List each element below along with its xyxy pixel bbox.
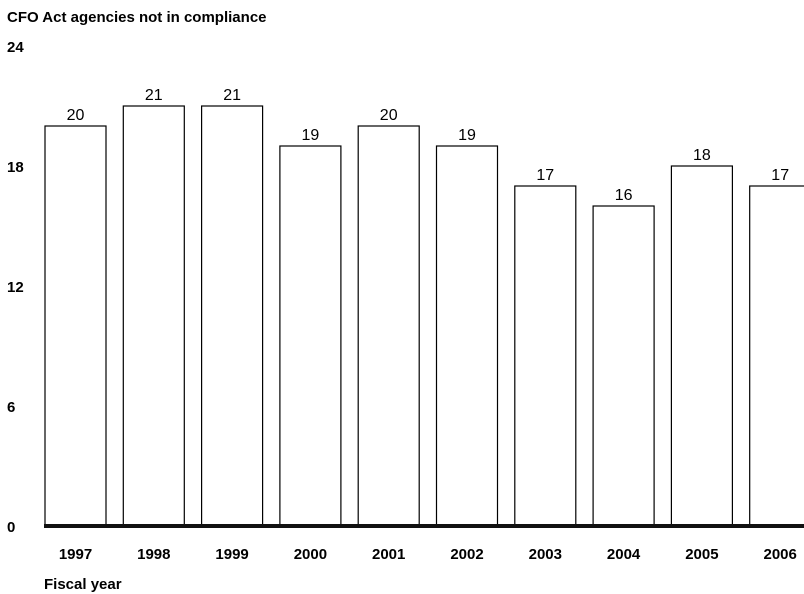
bar-2006: [749, 185, 804, 527]
x-tick-label-1999: 1999: [215, 546, 248, 563]
data-label-1997: 20: [67, 107, 85, 124]
data-label-2001: 20: [380, 107, 398, 124]
bar-1999: [201, 105, 264, 527]
bar-2000: [279, 145, 342, 527]
x-tick-label-2003: 2003: [529, 546, 562, 563]
data-label-2000: 19: [302, 127, 320, 144]
bar-2003: [514, 185, 577, 527]
bar-2005: [670, 165, 734, 527]
bar-2002: [435, 145, 499, 527]
bars-group: [44, 105, 804, 527]
y-axis-title: CFO Act agencies not in compliance: [7, 9, 267, 26]
bar-1998: [122, 105, 185, 527]
bar-1997: [44, 125, 107, 527]
x-tick-label-1998: 1998: [137, 546, 170, 563]
data-label-2004: 16: [615, 187, 633, 204]
x-axis-ticks: 1997 1998 1999 2000 2001 2002 2003 2004 2005 2006: [59, 546, 797, 563]
data-label-2005: 18: [693, 147, 711, 164]
y-tick-label: 6: [7, 399, 15, 416]
data-label-1998: 21: [145, 87, 163, 104]
x-tick-label-2006: 2006: [764, 546, 797, 563]
y-tick-label: 24: [7, 39, 24, 56]
x-tick-label-2000: 2000: [294, 546, 327, 563]
x-tick-label-2005: 2005: [685, 546, 718, 563]
y-tick-label: 0: [7, 519, 15, 536]
x-tick-label-2001: 2001: [372, 546, 405, 563]
y-tick-label: 18: [7, 159, 24, 176]
data-label-2003: 17: [536, 167, 554, 184]
x-axis-title: Fiscal year: [44, 576, 122, 593]
y-axis-ticks: 0 6 12 18 24: [7, 39, 24, 536]
data-labels-group: 20 21 21 19 20 19 17 16 18 17: [67, 87, 790, 204]
x-tick-label-2002: 2002: [450, 546, 483, 563]
bar-2001: [357, 125, 420, 527]
x-tick-label-2004: 2004: [607, 546, 641, 563]
data-label-2002: 19: [458, 127, 476, 144]
y-tick-label: 12: [7, 279, 24, 296]
data-label-2006: 17: [771, 167, 789, 184]
data-label-1999: 21: [223, 87, 241, 104]
bar-2004: [592, 205, 655, 527]
x-tick-label-1997: 1997: [59, 546, 92, 563]
